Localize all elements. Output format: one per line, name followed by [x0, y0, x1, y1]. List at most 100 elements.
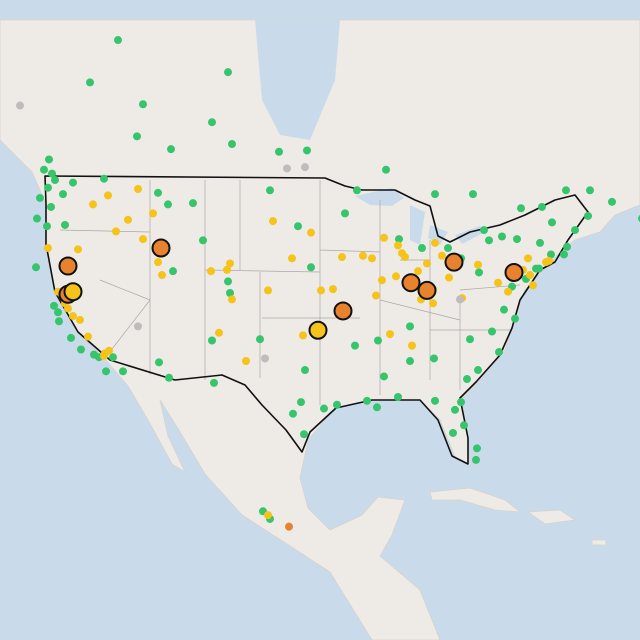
- site-marker[interactable]: [485, 236, 493, 245]
- site-marker[interactable]: [288, 254, 296, 263]
- site-marker[interactable]: [445, 273, 453, 282]
- site-marker[interactable]: [256, 335, 264, 344]
- site-marker[interactable]: [466, 335, 474, 344]
- site-marker[interactable]: [307, 263, 315, 272]
- site-marker[interactable]: [353, 186, 361, 195]
- site-marker-large[interactable]: [417, 280, 437, 300]
- site-marker[interactable]: [351, 341, 359, 350]
- site-marker[interactable]: [112, 227, 120, 236]
- site-marker[interactable]: [189, 199, 197, 208]
- site-marker[interactable]: [76, 315, 84, 324]
- site-marker-large[interactable]: [333, 301, 353, 321]
- site-marker[interactable]: [54, 308, 62, 317]
- site-marker[interactable]: [444, 244, 452, 253]
- site-marker[interactable]: [474, 366, 482, 375]
- site-marker[interactable]: [463, 375, 471, 384]
- site-marker[interactable]: [303, 146, 311, 155]
- site-marker[interactable]: [100, 174, 108, 183]
- site-marker[interactable]: [167, 145, 175, 154]
- site-marker[interactable]: [47, 202, 55, 211]
- site-marker[interactable]: [571, 226, 579, 235]
- site-marker[interactable]: [500, 305, 508, 314]
- site-marker[interactable]: [494, 278, 502, 287]
- site-marker[interactable]: [394, 392, 402, 401]
- site-marker[interactable]: [469, 190, 477, 199]
- site-marker[interactable]: [155, 358, 163, 367]
- site-marker[interactable]: [44, 244, 52, 253]
- site-marker[interactable]: [586, 186, 594, 195]
- site-marker-large[interactable]: [151, 238, 171, 258]
- site-marker[interactable]: [372, 291, 380, 300]
- site-marker[interactable]: [548, 218, 556, 227]
- site-marker[interactable]: [341, 209, 349, 218]
- site-marker[interactable]: [406, 322, 414, 331]
- site-marker[interactable]: [338, 253, 346, 262]
- site-marker[interactable]: [538, 202, 546, 211]
- site-marker[interactable]: [406, 357, 414, 366]
- site-marker[interactable]: [517, 204, 525, 213]
- site-marker[interactable]: [504, 287, 512, 296]
- site-marker[interactable]: [210, 378, 218, 387]
- site-marker[interactable]: [223, 265, 231, 274]
- site-marker[interactable]: [264, 286, 272, 295]
- site-marker[interactable]: [401, 253, 409, 262]
- site-marker[interactable]: [378, 276, 386, 285]
- site-marker[interactable]: [498, 232, 506, 241]
- site-marker[interactable]: [380, 372, 388, 381]
- site-marker[interactable]: [392, 272, 400, 281]
- site-marker[interactable]: [44, 183, 52, 192]
- site-marker[interactable]: [48, 169, 56, 178]
- site-marker[interactable]: [475, 268, 483, 277]
- site-marker[interactable]: [199, 236, 207, 245]
- site-marker[interactable]: [102, 367, 110, 376]
- site-marker[interactable]: [608, 197, 616, 206]
- site-marker[interactable]: [449, 428, 457, 437]
- site-marker[interactable]: [363, 396, 371, 405]
- site-marker[interactable]: [109, 353, 117, 362]
- site-marker[interactable]: [429, 299, 437, 308]
- site-marker[interactable]: [431, 190, 439, 199]
- site-marker[interactable]: [460, 421, 468, 430]
- site-marker[interactable]: [368, 254, 376, 263]
- site-marker[interactable]: [228, 140, 236, 149]
- site-marker[interactable]: [431, 238, 439, 247]
- site-marker[interactable]: [283, 164, 291, 173]
- site-marker[interactable]: [395, 235, 403, 244]
- site-marker[interactable]: [294, 222, 302, 231]
- site-marker-large[interactable]: [58, 256, 78, 276]
- site-marker[interactable]: [269, 217, 277, 226]
- site-marker[interactable]: [59, 190, 67, 199]
- site-marker[interactable]: [529, 281, 537, 290]
- site-marker[interactable]: [55, 317, 63, 326]
- site-marker[interactable]: [139, 235, 147, 244]
- site-marker[interactable]: [300, 430, 308, 439]
- site-marker[interactable]: [480, 226, 488, 235]
- site-marker[interactable]: [69, 178, 77, 187]
- site-marker[interactable]: [100, 351, 108, 360]
- site-marker[interactable]: [134, 322, 142, 331]
- site-marker[interactable]: [86, 78, 94, 87]
- site-marker[interactable]: [149, 209, 157, 218]
- site-marker[interactable]: [563, 242, 571, 251]
- site-marker[interactable]: [584, 211, 592, 220]
- site-marker[interactable]: [431, 396, 439, 405]
- site-marker[interactable]: [114, 36, 122, 45]
- site-marker[interactable]: [329, 285, 337, 294]
- site-marker[interactable]: [307, 228, 315, 237]
- site-marker[interactable]: [320, 404, 328, 413]
- site-marker[interactable]: [165, 373, 173, 382]
- site-marker[interactable]: [472, 455, 480, 464]
- site-marker[interactable]: [488, 327, 496, 336]
- site-marker[interactable]: [119, 367, 127, 376]
- site-marker[interactable]: [226, 288, 234, 297]
- site-marker[interactable]: [474, 260, 482, 269]
- site-marker[interactable]: [513, 235, 521, 244]
- site-marker[interactable]: [84, 332, 92, 341]
- site-marker-large[interactable]: [401, 273, 421, 293]
- site-marker[interactable]: [408, 341, 416, 350]
- site-marker-large[interactable]: [444, 252, 464, 272]
- site-marker[interactable]: [154, 258, 162, 267]
- site-marker[interactable]: [547, 250, 555, 259]
- site-marker[interactable]: [33, 214, 41, 223]
- site-marker[interactable]: [438, 251, 446, 260]
